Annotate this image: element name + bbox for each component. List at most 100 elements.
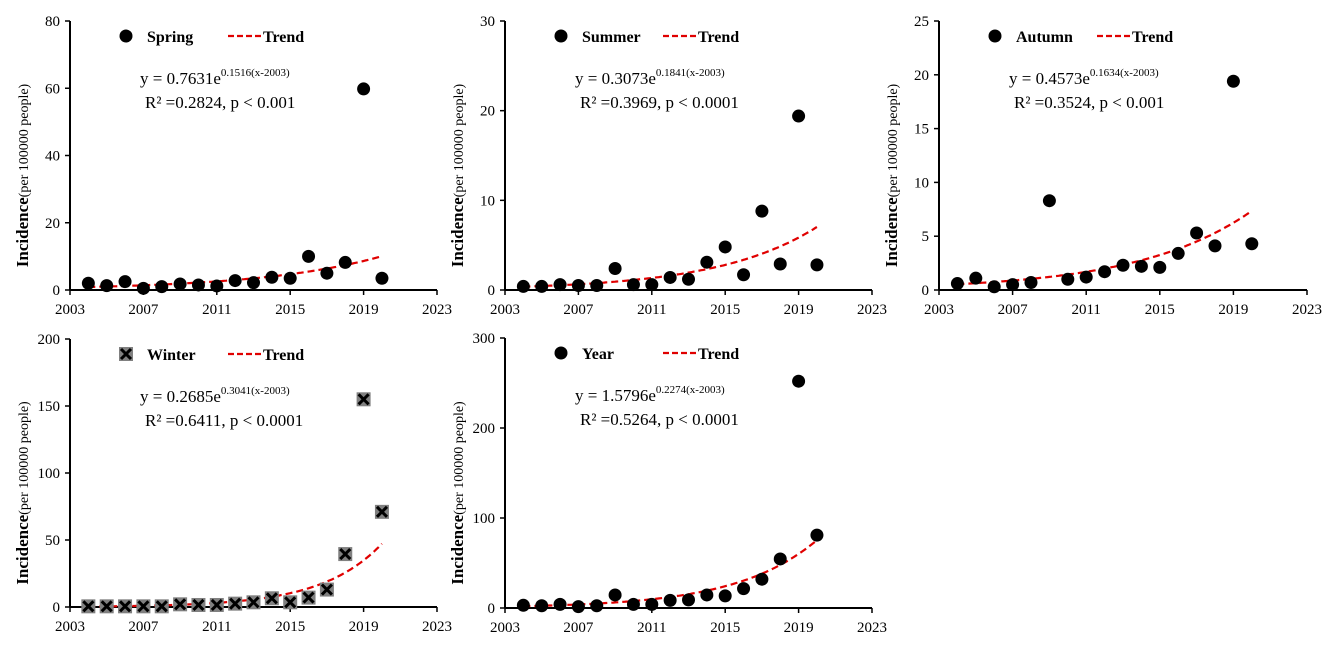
equation-base: y = 1.5796e (575, 386, 656, 405)
legend-marker (119, 29, 133, 43)
y-axis-label: Incidence(per 100000 people) (13, 401, 32, 585)
legend: Winter Trend (119, 347, 304, 364)
data-point (374, 504, 389, 519)
y-tick-label: 0 (488, 601, 496, 617)
x-tick-label: 2019 (784, 620, 814, 636)
data-point (356, 392, 371, 407)
y-tick-label: 20 (45, 216, 60, 232)
y-axis-label: Incidence(per 100000 people) (882, 83, 901, 267)
data-point (283, 271, 297, 285)
equation-exponent: 0.1841(x-2003) (656, 67, 725, 79)
trend-statistics: R² =0.2824, p < 0.001 (145, 93, 295, 112)
data-point (987, 280, 1001, 294)
data-point (718, 589, 732, 603)
data-point (1226, 74, 1240, 88)
data-point (228, 596, 243, 611)
data-point (773, 552, 787, 566)
data-point (155, 280, 169, 294)
x-tick-label: 2007 (563, 620, 594, 636)
data-point (553, 278, 567, 292)
x-tick-label: 2015 (710, 302, 740, 318)
data-point (773, 257, 787, 271)
data-point (357, 82, 371, 96)
y-tick-label: 0 (53, 283, 61, 299)
data-point (737, 268, 751, 282)
marker-x-icon (265, 592, 278, 605)
data-point (1171, 246, 1185, 260)
y-tick-label: 20 (914, 68, 929, 84)
data-point (663, 593, 677, 607)
marker-x-icon (174, 598, 187, 611)
y-tick-label: 300 (473, 331, 496, 347)
panel-autumn: 0 5 10 15 20 25 2003 2007 2011 2015 2019 2023 Incide… (882, 14, 1322, 318)
marker-x-icon (210, 598, 223, 612)
data-point (191, 278, 205, 292)
x-tick-label: 2003 (55, 302, 85, 318)
data-point (737, 582, 751, 596)
x-tick-label: 2023 (857, 302, 887, 318)
trend-statistics: R² =0.6411, p < 0.0001 (145, 411, 303, 430)
data-point (626, 278, 640, 292)
x-tick-label: 2019 (784, 302, 814, 318)
data-point (173, 597, 188, 612)
data-point (338, 547, 353, 562)
y-tick-label: 0 (922, 283, 930, 299)
data-point (663, 270, 677, 284)
data-point (319, 582, 334, 597)
equation-exponent: 0.1516(x-2003) (221, 67, 290, 79)
marker-x-icon (320, 583, 333, 596)
equation-base: y = 0.3073e (575, 69, 656, 88)
legend-marker (554, 29, 568, 43)
marker-x-icon (247, 596, 260, 609)
data-point (626, 597, 640, 611)
data-point (1098, 265, 1112, 279)
data-point (338, 255, 352, 269)
legend-trend-label: Trend (263, 347, 304, 364)
data-point (99, 599, 114, 614)
x-tick-label: 2003 (490, 620, 520, 636)
marker-x-icon (155, 600, 168, 613)
data-point (1116, 258, 1130, 272)
legend-trend-label: Trend (698, 29, 739, 46)
data-point (571, 600, 585, 614)
data-point (1134, 259, 1148, 273)
data-point (810, 258, 824, 272)
data-point (191, 597, 206, 612)
legend-trend-label: Trend (263, 29, 304, 46)
data-point (516, 598, 530, 612)
data-point (608, 588, 622, 602)
data-point (1190, 226, 1204, 240)
data-point (375, 271, 389, 285)
legend: Year Trend (554, 346, 739, 363)
y-tick-label: 50 (45, 533, 60, 549)
trend-statistics: R² =0.3524, p < 0.001 (1014, 93, 1164, 112)
data-point (700, 255, 714, 269)
x-tick-label: 2015 (275, 619, 305, 635)
y-axis-label: Incidence(per 100000 people) (13, 83, 32, 267)
y-axis-label-unit: (per 100000 people) (452, 401, 467, 515)
y-tick-label: 25 (914, 14, 929, 30)
data-point (755, 572, 769, 586)
x-tick-label: 2003 (55, 619, 85, 635)
x-tick-label: 2003 (924, 302, 954, 318)
data-point (210, 279, 224, 293)
marker-x-icon (118, 600, 132, 613)
data-point (264, 591, 279, 606)
marker-x-icon (229, 597, 242, 610)
legend: Autumn Trend (988, 29, 1173, 46)
data-point (1061, 272, 1075, 286)
x-tick-label: 2023 (1292, 302, 1322, 318)
x-tick-label: 2003 (490, 302, 520, 318)
data-point (590, 599, 604, 613)
data-point (792, 109, 806, 123)
y-tick-label: 0 (53, 600, 61, 616)
data-point (682, 593, 695, 607)
x-tick-label: 2015 (1145, 302, 1175, 318)
marker-x-icon (284, 596, 297, 609)
y-tick-label: 15 (914, 122, 929, 138)
data-point (571, 279, 585, 293)
x-tick-label: 2007 (128, 619, 159, 635)
legend-series-label: Spring (147, 29, 193, 46)
y-tick-label: 10 (914, 175, 929, 191)
data-point (302, 249, 316, 263)
